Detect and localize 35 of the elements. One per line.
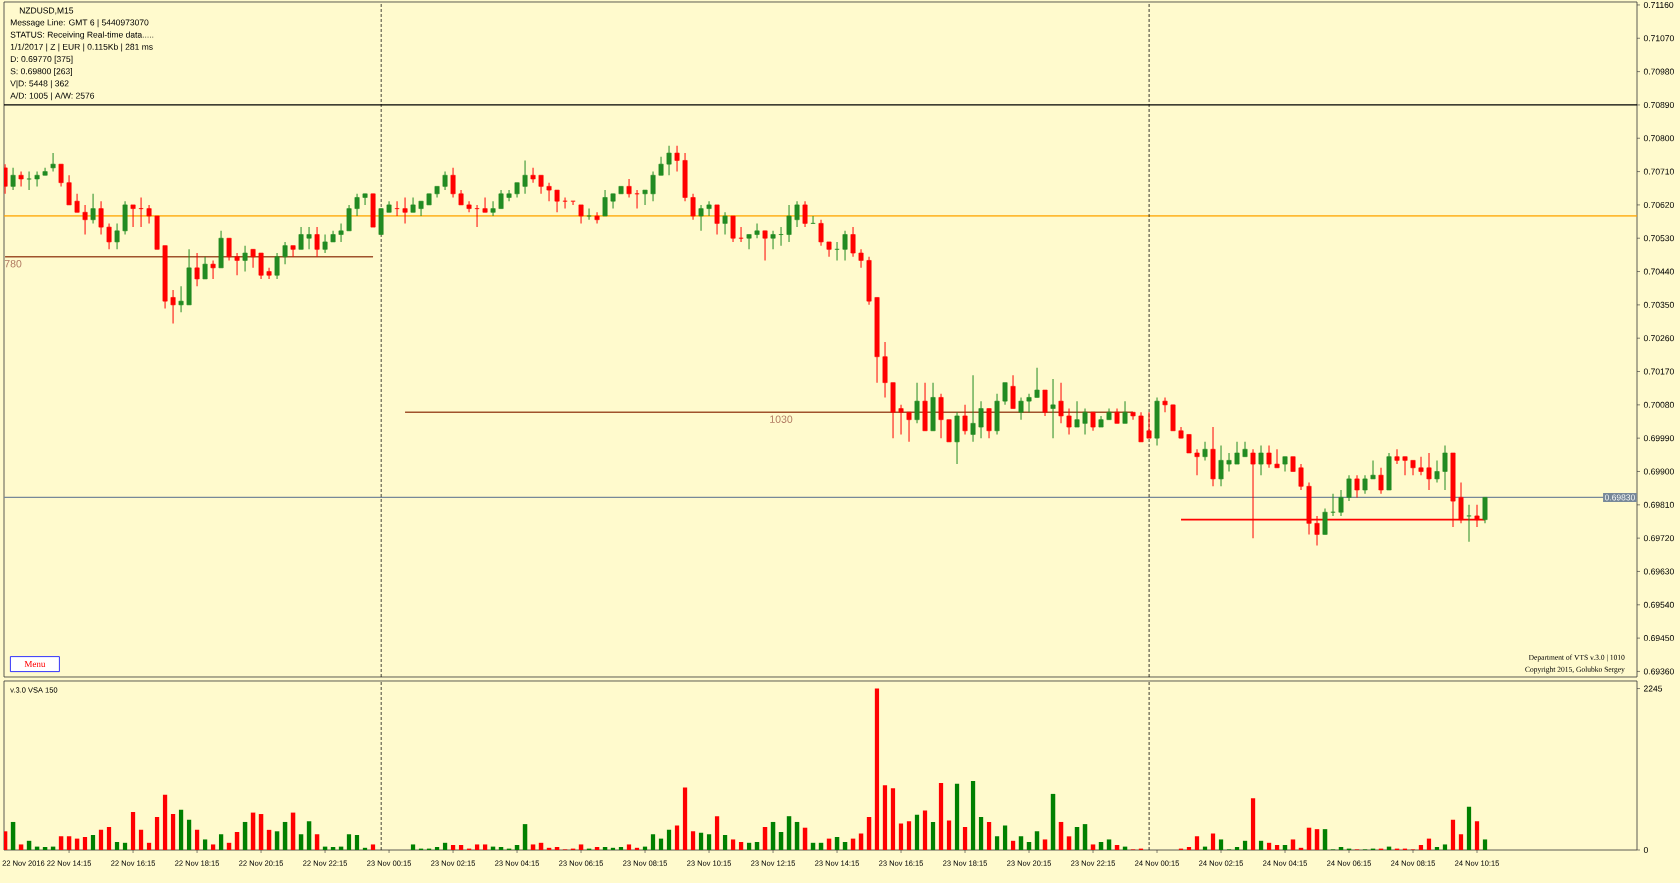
y-tick-label: 0.71160 (1643, 1, 1674, 8)
y-tick-label: 0.69720 (1643, 535, 1674, 542)
ref-line-label: 0.69830 (1604, 494, 1635, 501)
y-tick-label: 0.70620 (1643, 201, 1674, 208)
annotation: Message Line: GMT 6 | 5440973070 (10, 19, 149, 28)
annotation: 780 (4, 259, 22, 268)
y-tick-label: 0.70350 (1643, 301, 1674, 308)
y-tick-label: 0.70260 (1643, 335, 1674, 342)
y-tick-label: 0.69450 (1643, 635, 1674, 642)
annotation: Menu (24, 661, 46, 668)
annotation: STATUS: Receiving Real-time data..... (10, 31, 154, 40)
y-tick-label: 0.69360 (1643, 668, 1674, 675)
annotation: 1030 (770, 415, 793, 423)
y-tick-label: 0.71070 (1643, 35, 1674, 42)
y-tick-label: 0.70800 (1643, 135, 1674, 142)
y-tick-label: 0.69990 (1643, 435, 1674, 442)
y-tick-label: 0.70080 (1643, 401, 1674, 408)
y-tick-label: 0.70170 (1643, 368, 1674, 375)
y-tick-label: 0.70890 (1643, 101, 1674, 108)
y-tick-label: 0.69630 (1643, 568, 1674, 575)
y-tick-label: 2245 (1643, 685, 1663, 692)
text: NZDUSD,M15 (19, 7, 74, 15)
annotation: A/D: 1005 | A/W: 2576 (10, 92, 95, 101)
y-tick-label: 0.70440 (1643, 268, 1674, 275)
y-tick-label: 0.69810 (1643, 501, 1674, 508)
y-tick-label: 0.70710 (1643, 168, 1674, 175)
y-tick-label: 0.69900 (1643, 468, 1674, 475)
y-tick-label: 0 (1643, 847, 1648, 854)
y-tick-label: 0.70980 (1643, 68, 1674, 75)
annotation: V|D: 5448 | 362 (10, 80, 69, 89)
y-tick-label: 0.70530 (1643, 235, 1674, 242)
annotation: D: 0.69770 [375] (10, 55, 73, 64)
annotation: 1/1/2017 | Z | EUR | 0.115Kb | 281 ms (10, 43, 153, 52)
annotation: S: 0.69800 [263] (10, 68, 72, 76)
y-tick-label: 0.69540 (1643, 601, 1674, 608)
